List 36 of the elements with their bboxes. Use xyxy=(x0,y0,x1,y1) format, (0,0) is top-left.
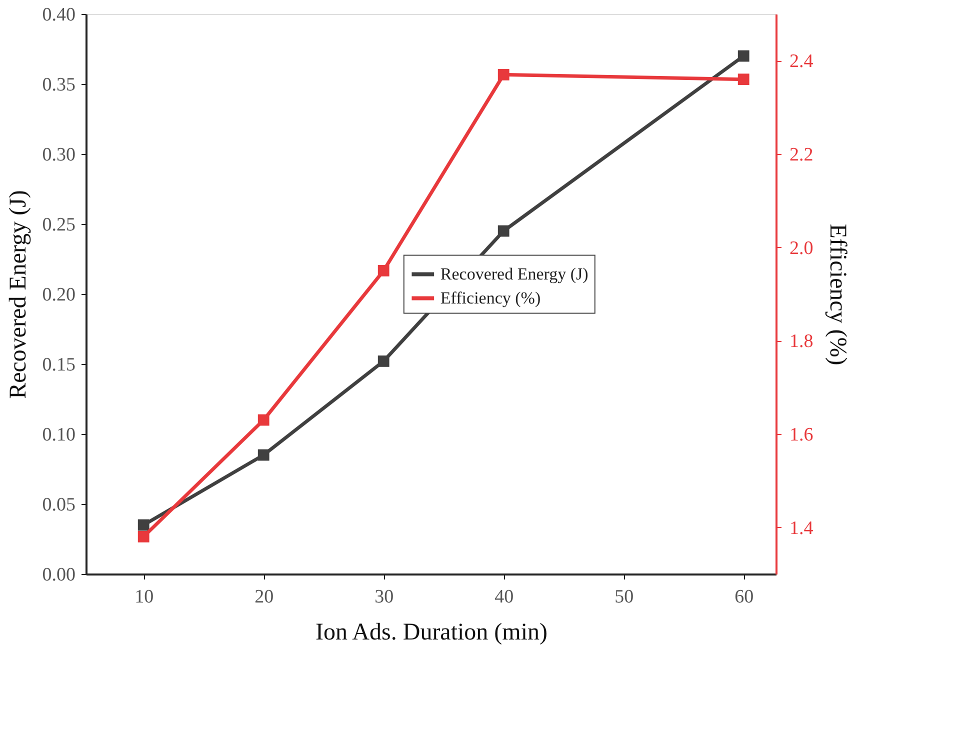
point xyxy=(378,264,390,276)
legend-label: Efficiency (%) xyxy=(440,288,541,308)
y-tick-label: 0.15 xyxy=(42,354,76,376)
point xyxy=(498,68,510,80)
y-tick-label: 0.40 xyxy=(42,4,76,26)
y2-tick-label: 2.4 xyxy=(790,51,814,72)
point xyxy=(258,449,270,461)
x-tick-label: 10 xyxy=(134,586,154,608)
x-axis-title: Ion Ads. Duration (min) xyxy=(316,620,548,646)
y-tick-label: 0.35 xyxy=(42,74,76,96)
y2-tick-label: 2.0 xyxy=(790,238,814,259)
y-tick-label: 0.00 xyxy=(42,564,76,586)
point xyxy=(138,519,150,531)
y-tick-label: 0.20 xyxy=(42,284,76,306)
y-tick-label: 0.30 xyxy=(42,144,76,166)
y-tick-label: 0.10 xyxy=(42,424,76,446)
x-tick-label: 60 xyxy=(734,586,754,608)
point xyxy=(738,74,750,86)
y-axis-title: Recovered Energy (J) xyxy=(5,190,32,399)
point xyxy=(738,50,750,62)
x-tick-label: 40 xyxy=(494,586,514,608)
y2-tick-label: 1.6 xyxy=(790,424,814,446)
y-tick-label: 0.25 xyxy=(42,214,76,236)
y2-tick-label: 2.2 xyxy=(790,144,814,166)
y2-tick-label: 1.4 xyxy=(790,518,814,539)
y2-tick-label: 1.8 xyxy=(790,331,814,352)
x-tick-label: 20 xyxy=(254,586,274,608)
y2-axis-title: Efficiency (%) xyxy=(824,224,850,366)
y-tick-label: 0.05 xyxy=(42,494,76,516)
point xyxy=(138,530,150,542)
point xyxy=(378,356,390,367)
point xyxy=(258,414,270,426)
legend-label: Recovered Energy (J) xyxy=(440,264,588,284)
x-tick-label: 50 xyxy=(614,586,634,608)
x-tick-label: 30 xyxy=(374,586,394,608)
point xyxy=(498,225,510,237)
